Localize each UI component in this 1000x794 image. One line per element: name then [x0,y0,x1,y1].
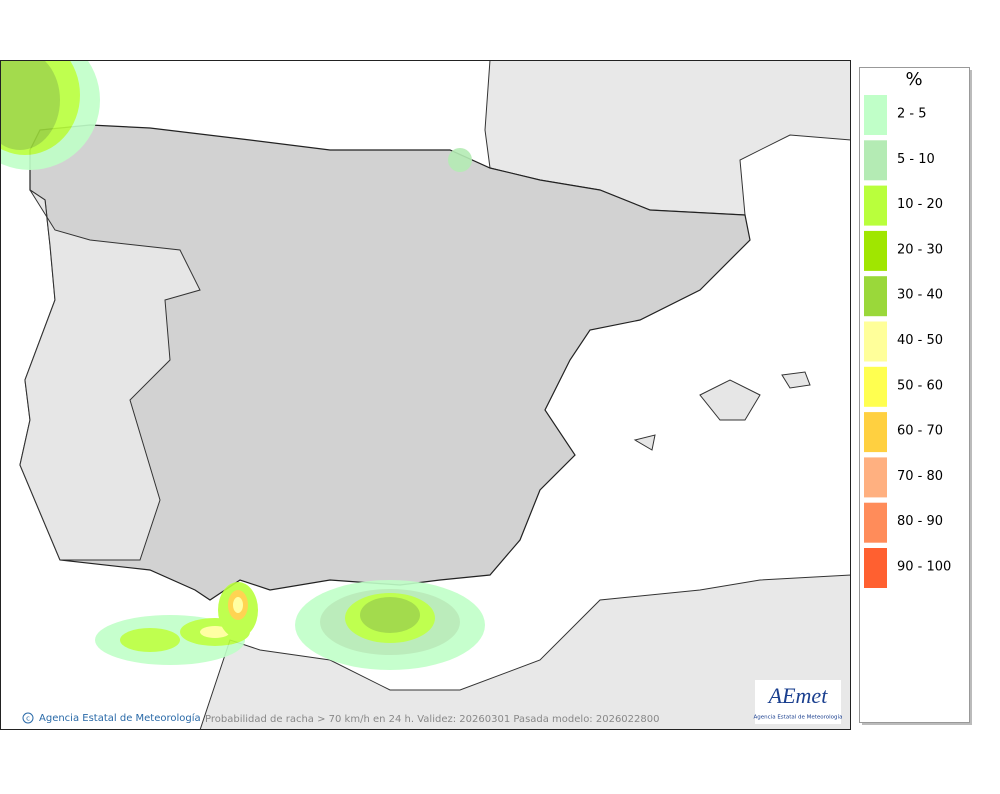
logo: AEmet [767,683,829,708]
legend-swatch [864,366,887,407]
legend-swatch [864,457,887,498]
legend-label: 5 - 10 [897,152,935,167]
legend-label: 50 - 60 [897,378,943,393]
portugal [19,189,201,561]
probability-areas [0,60,485,670]
legend-swatch [864,95,887,135]
legend-label: 90 - 100 [897,560,951,575]
copyright-icon [22,712,34,724]
legend-label: 80 - 90 [897,514,943,529]
legend-swatch [864,276,887,317]
legend-label: 10 - 20 [897,197,943,212]
legend-label: 30 - 40 [897,288,943,303]
legend-label: 2 - 5 [897,107,927,122]
africa [199,574,851,730]
legend-label: 20 - 30 [897,242,943,257]
caption: Probabilidad de racha > 70 km/h en 24 h.… [205,714,659,725]
legend-swatch [864,548,887,588]
legend-swatch [864,412,887,453]
map: Probabilidad de racha > 70 km/h en 24 h.… [0,60,851,730]
copyright-c: c [26,715,30,723]
balearic-islands [633,371,811,451]
legend-swatch [864,502,887,543]
map-frame [0,60,851,730]
legend-swatch [864,185,887,226]
legend-label: 60 - 70 [897,424,943,439]
logo-subtitle: Agencia Estatal de Meteorología [754,714,843,721]
legend-swatch [864,321,887,362]
legend-swatch [864,230,887,271]
credit: Agencia Estatal de Meteorología [39,712,201,724]
legend-label: 70 - 80 [897,469,943,484]
logo-box [755,680,841,724]
legend-label: 40 - 50 [897,333,943,348]
legend-unit: % [905,69,922,90]
legend-swatch [864,140,887,181]
